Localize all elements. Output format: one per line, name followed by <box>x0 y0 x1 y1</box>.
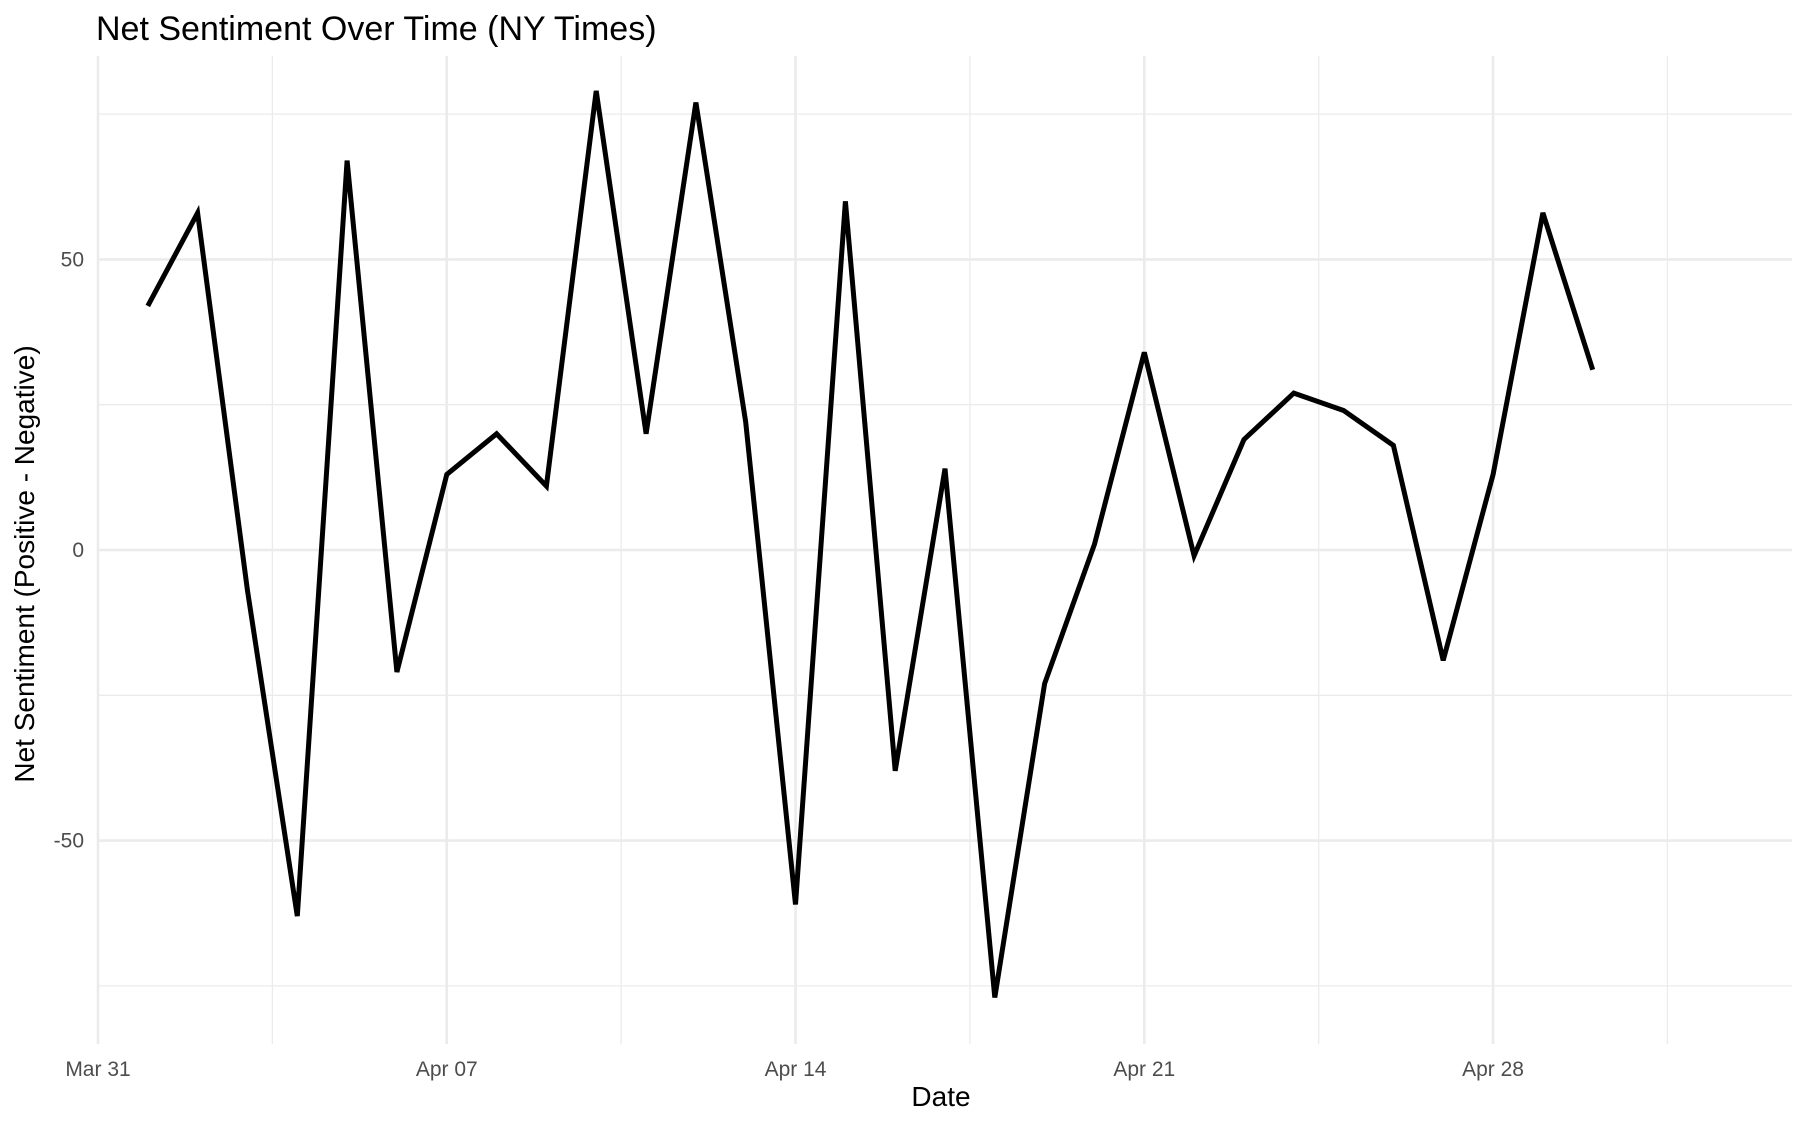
grid <box>96 56 1792 1044</box>
x-axis-title: Date <box>911 1081 970 1112</box>
series-group <box>145 90 1596 998</box>
axis-labels: -50 0 50 Mar 31 Apr 07 Apr 14 Apr 21 Apr 28 <box>54 248 1524 1081</box>
x-tick-label: Mar 31 <box>65 1058 130 1081</box>
x-tick-label: Apr 28 <box>1462 1058 1524 1081</box>
y-tick-label: -50 <box>54 830 84 853</box>
y-tick-label: 0 <box>72 539 84 562</box>
y-axis-title: Net Sentiment (Positive - Negative) <box>9 345 40 782</box>
x-tick-label: Apr 07 <box>416 1058 478 1081</box>
chart-title: Net Sentiment Over Time (NY Times) <box>96 10 657 48</box>
x-tick-label: Apr 21 <box>1113 1058 1175 1081</box>
y-tick-label: 50 <box>61 248 84 271</box>
series-line-0 <box>145 90 1596 998</box>
x-tick-label: Apr 14 <box>765 1058 827 1081</box>
